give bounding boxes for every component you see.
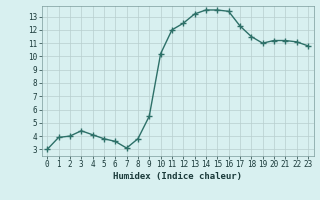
- X-axis label: Humidex (Indice chaleur): Humidex (Indice chaleur): [113, 172, 242, 181]
